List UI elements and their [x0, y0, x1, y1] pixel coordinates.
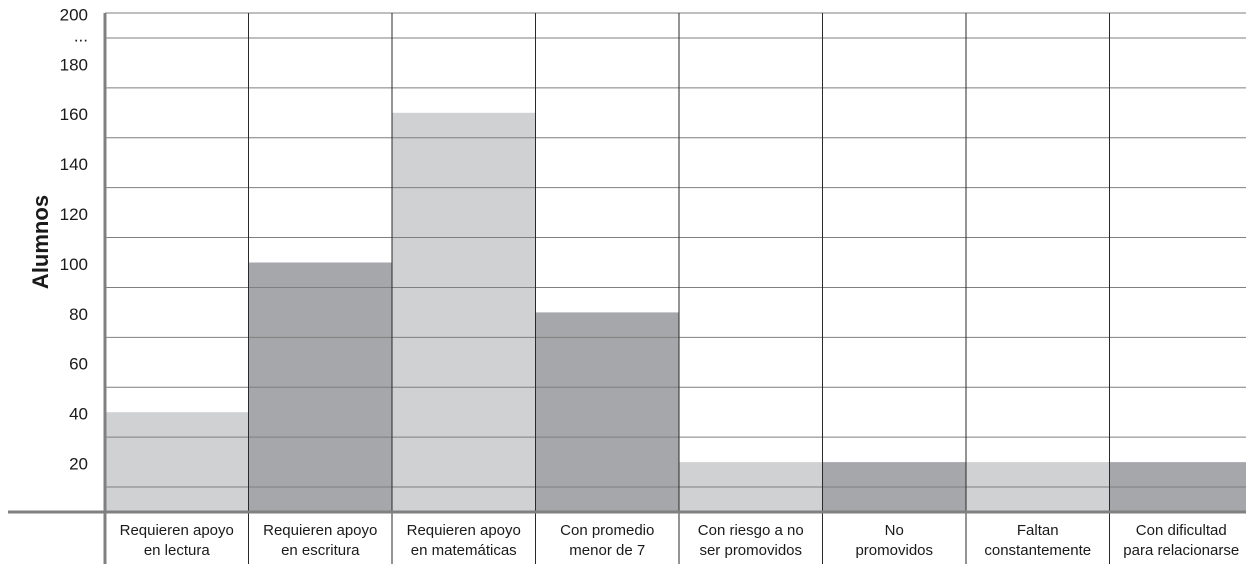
- y-tick-label: 100: [60, 255, 88, 274]
- x-tick-label: en lectura: [144, 542, 211, 559]
- bars-layer: [105, 113, 1246, 512]
- x-tick-label: en matemáticas: [411, 542, 517, 559]
- x-tick-label: ser promovidos: [699, 542, 802, 559]
- y-tick-label: 180: [60, 55, 88, 74]
- x-tick-label: Con promedio: [560, 522, 654, 539]
- x-tick-label: No: [885, 522, 904, 539]
- x-tick-label: Con dificultad: [1136, 522, 1227, 539]
- x-tick-label: en escritura: [281, 542, 360, 559]
- y-tick-label: 20: [69, 455, 88, 474]
- y-tick-label: 120: [60, 205, 88, 224]
- x-tick-label: Faltan: [1017, 522, 1059, 539]
- y-tick-label-ellipsis: ...: [74, 26, 88, 45]
- x-tick-label: para relacionarse: [1123, 542, 1239, 559]
- y-tick-label: 160: [60, 105, 88, 124]
- x-tick-label: menor de 7: [569, 542, 645, 559]
- bar-3: [392, 113, 536, 512]
- x-tick-label: promovidos: [855, 542, 933, 559]
- y-tick-label: 80: [69, 305, 88, 324]
- bar-4: [536, 312, 680, 512]
- y-tick-label: 140: [60, 155, 88, 174]
- x-tick-label: Con riesgo a no: [698, 522, 804, 539]
- ticks-layer: 20 40 60 80 100 120 140 160 180 200...: [60, 5, 88, 473]
- x-tick-label: Requieren apoyo: [120, 522, 234, 539]
- y-axis-label: Alumnos: [28, 195, 53, 289]
- x-tick-label: Requieren apoyo: [407, 522, 521, 539]
- bar-1: [105, 412, 249, 512]
- y-tick-label: 60: [69, 355, 88, 374]
- y-tick-label: 40: [69, 405, 88, 424]
- x-tick-label: Requieren apoyo: [263, 522, 377, 539]
- y-tick-label: 200: [60, 5, 88, 24]
- x-tick-label: constantemente: [984, 542, 1091, 559]
